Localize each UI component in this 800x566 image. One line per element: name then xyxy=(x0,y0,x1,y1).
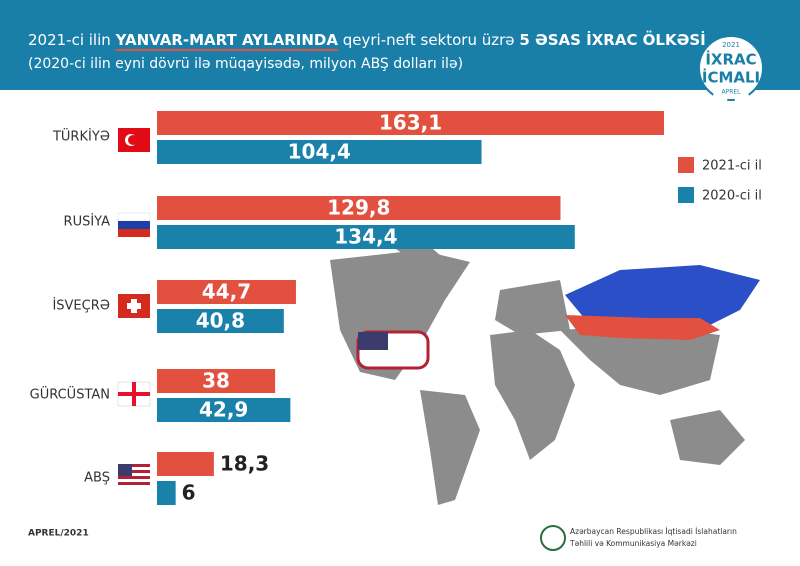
russia-map-lower xyxy=(565,315,720,340)
value-label: 134,4 xyxy=(334,225,397,249)
bar xyxy=(157,398,291,422)
badge-ribbon xyxy=(706,92,756,126)
header-band xyxy=(0,0,800,90)
title-part: qeyri-neft sektoru üzrə xyxy=(343,31,515,49)
chart-subtitle: (2020-ci ilin eyni dövrü ilə müqayisədə,… xyxy=(28,56,463,72)
asia xyxy=(560,325,720,395)
footer-org: Azərbaycan Respublikası İqtisadi İslahat… xyxy=(570,527,737,536)
value-label: 42,9 xyxy=(199,398,248,422)
title-highlight: YANVAR-MART AYLARINDA xyxy=(115,31,339,49)
flag-part xyxy=(118,221,150,229)
footer-date: APREL/2021 xyxy=(28,529,89,539)
flag-part xyxy=(118,464,132,476)
value-label: 38 xyxy=(202,369,230,393)
flag-part xyxy=(127,303,141,309)
badge-year: 2021 xyxy=(722,41,740,49)
value-label: 104,4 xyxy=(288,140,351,164)
badge-seal xyxy=(698,35,764,101)
bar xyxy=(157,369,276,393)
value-label: 44,7 xyxy=(202,280,251,304)
chart-title: 2021-ci ilin YANVAR-MART AYLARINDA qeyri… xyxy=(28,30,706,49)
europe xyxy=(495,280,570,335)
legend-swatch xyxy=(678,187,694,203)
usa-map-canton xyxy=(358,332,388,350)
bar xyxy=(157,225,575,249)
bar xyxy=(157,196,561,220)
flag-part xyxy=(118,473,150,476)
category-label: İSVEÇRƏ xyxy=(52,298,110,314)
legend-label: 2021-ci il xyxy=(702,159,762,174)
org-logo xyxy=(540,525,566,551)
flag-part xyxy=(118,485,150,488)
category-label: ABŞ xyxy=(84,471,110,486)
flag-part xyxy=(118,392,150,396)
footer-org: Təhlili və Kommunikasiya Mərkəzi xyxy=(569,539,697,548)
legend-label: 2020-ci il xyxy=(702,189,762,204)
bar xyxy=(157,280,296,304)
category-label: RUSİYA xyxy=(64,214,111,230)
value-label: 18,3 xyxy=(220,452,269,476)
category-label: GÜRCÜSTAN xyxy=(30,386,110,403)
bar xyxy=(157,481,176,505)
africa xyxy=(490,330,575,460)
badge: 2021 İXRAC İCMALI APREL xyxy=(698,35,764,126)
flag-part xyxy=(118,229,150,237)
badge-line: İCMALI xyxy=(702,68,760,87)
australia xyxy=(670,410,745,465)
bar xyxy=(157,140,482,164)
bar xyxy=(157,309,284,333)
flag-part xyxy=(128,135,138,145)
flag-part xyxy=(118,479,150,482)
value-label: 40,8 xyxy=(196,309,245,333)
flag-russia xyxy=(117,212,151,222)
title-part: 2021-ci ilin xyxy=(28,31,111,49)
south-america xyxy=(420,390,480,505)
value-label: 6 xyxy=(182,481,196,505)
flag-part xyxy=(118,467,150,470)
value-label: 129,8 xyxy=(327,196,390,220)
russia-map xyxy=(565,265,760,330)
legend-swatch xyxy=(678,157,694,173)
badge-month: APREL xyxy=(721,89,741,96)
flags xyxy=(117,128,151,488)
title-part: 5 ƏSAS İXRAC ÖLKƏSİ xyxy=(519,30,705,49)
category-label: TÜRKİYƏ xyxy=(52,128,110,145)
bar xyxy=(157,111,664,135)
value-label: 163,1 xyxy=(379,111,442,135)
badge-line: İXRAC xyxy=(705,50,756,69)
bar xyxy=(157,452,214,476)
